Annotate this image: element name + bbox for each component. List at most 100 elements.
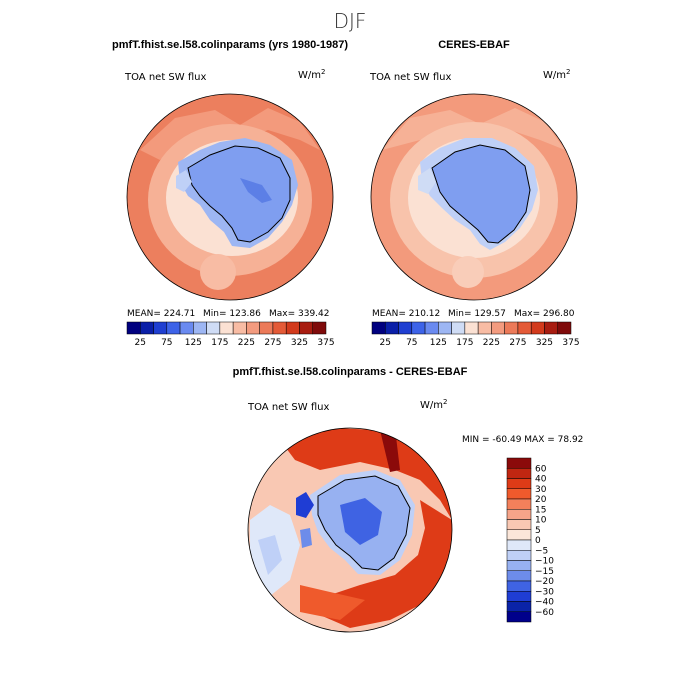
map-model-band-south [200,254,236,290]
figure-supertitle: DJF [334,9,367,33]
panel-diff: pmfT.fhist.se.l58.colinparams - CERES-EB… [233,366,583,633]
map-diff-peninsula-negative [296,492,314,518]
map-model-dome [240,178,272,203]
map-diff-south-positive [300,585,365,620]
cb-obs-swatch [464,321,479,335]
map-diff-interior-negative [340,498,382,545]
map-diff-north-max [380,428,400,472]
panel-diff-units-base: W/m [420,400,443,411]
panel-model-stat-min: Min= 123.86 [203,309,261,319]
panel-model-stat-max: Max= 339.42 [269,309,330,319]
cb-obs-tick-label: 325 [536,338,553,348]
panel-obs-units-exp: 2 [566,68,570,76]
cb-diff-tick-label: 60 [535,464,547,474]
map-diff-east-positive [320,500,452,628]
cb-diff-swatch [506,529,532,541]
cb-diff-swatch [506,509,532,520]
map-model-antarctica [187,145,291,243]
cb-obs-tick-label: 25 [380,338,391,348]
cb-diff-tick-label: −10 [535,557,554,567]
cb-obs-swatch [371,321,386,335]
panel-obs-title: CERES-EBAF [438,39,510,51]
cb-diff-tick-label: −30 [535,587,554,597]
cb-model-swatch [299,321,313,335]
panel-obs-units-base: W/m [543,70,566,81]
panel-diff-map [248,428,452,632]
cb-diff-swatch [506,601,532,612]
cb-model-swatch [166,321,181,335]
cb-model-tick-label: 225 [238,338,255,348]
cb-model-swatch [193,321,207,335]
panel-model-colorbar: 25 75 125 175 225 275 325 375 [126,321,335,348]
cb-obs-swatch [491,321,505,335]
cb-diff-swatch [506,611,532,623]
cb-diff-swatch [506,519,532,530]
cb-model-swatch [259,321,274,335]
panel-obs-colorbar: 25 75 125 175 225 275 325 375 [371,321,580,348]
cb-diff-tick-label: −60 [535,608,554,618]
map-obs-antarctica [431,144,531,244]
panel-obs-stat-min: Min= 129.57 [448,309,506,319]
cb-obs-swatch [385,321,399,335]
cb-diff-swatch [506,539,532,551]
cb-diff-swatch [506,550,532,561]
map-diff-coast-negative [300,528,312,548]
cb-model-tick-label: 75 [161,338,172,348]
cb-obs-swatch [424,321,439,335]
cb-obs-swatch [438,321,452,335]
panel-model-units-exp: 2 [321,68,325,76]
map-obs-peninsula [418,168,436,194]
cb-diff-tick-label: −5 [535,546,548,556]
cb-diff-swatch [506,591,532,602]
cb-obs-tick-label: 125 [430,338,447,348]
panel-model-title: pmfT.fhist.se.l58.colinparams (yrs 1980-… [112,39,348,51]
cb-model-tick-label: 275 [264,338,281,348]
panel-obs-stat-mean: MEAN= 210.12 [372,309,440,319]
cb-diff-tick-label: 10 [535,516,547,526]
cb-model-swatch [246,321,260,335]
cb-obs-tick-label: 275 [509,338,526,348]
cb-model-swatch [272,321,287,335]
panel-model-variable: TOA net SW flux [124,72,206,83]
cb-diff-tick-label: 40 [535,475,547,485]
panel-obs-variable: TOA net SW flux [369,72,451,83]
panel-obs-units: W/m2 [543,68,570,81]
cb-model-swatch [285,321,300,335]
panel-diff-units: W/m2 [420,398,447,411]
panel-model-stat-mean: MEAN= 224.71 [127,309,195,319]
cb-obs-swatch [477,321,492,335]
cb-diff-swatch [506,468,532,479]
cb-diff-tick-label: 0 [535,536,541,546]
cb-model-swatch [219,321,234,335]
cb-obs-tick-label: 225 [483,338,500,348]
cb-obs-swatch [504,321,519,335]
cb-obs-swatch [411,321,426,335]
cb-model-swatch [312,321,327,335]
map-diff-west-negative-core [258,535,282,575]
cb-model-swatch [179,321,194,335]
map-obs-band-south [452,256,484,288]
panel-obs-map [371,94,577,300]
panel-model-map-border [126,93,334,301]
panel-model-map [127,94,333,300]
panel-model-units-base: W/m [298,70,321,81]
cb-model-swatch [140,321,154,335]
cb-model-tick-label: 25 [135,338,146,348]
cb-model-swatch [232,321,247,335]
cb-obs-tick-label: 375 [562,338,579,348]
cb-diff-swatch [506,488,532,500]
cb-obs-swatch [398,321,413,335]
map-diff-north-positive [280,428,452,520]
cb-diff-swatch [506,498,532,510]
cb-model-swatch [153,321,168,335]
panel-model-units: W/m2 [298,68,325,81]
panel-obs-stat-max: Max= 296.80 [514,309,575,319]
cb-diff-tick-label: 30 [535,485,547,495]
cb-diff-swatch [506,580,532,592]
cb-diff-tick-label: −20 [535,577,554,587]
cb-diff-swatch [506,570,532,582]
cb-obs-swatch [451,321,466,335]
cb-model-swatch [126,321,141,335]
